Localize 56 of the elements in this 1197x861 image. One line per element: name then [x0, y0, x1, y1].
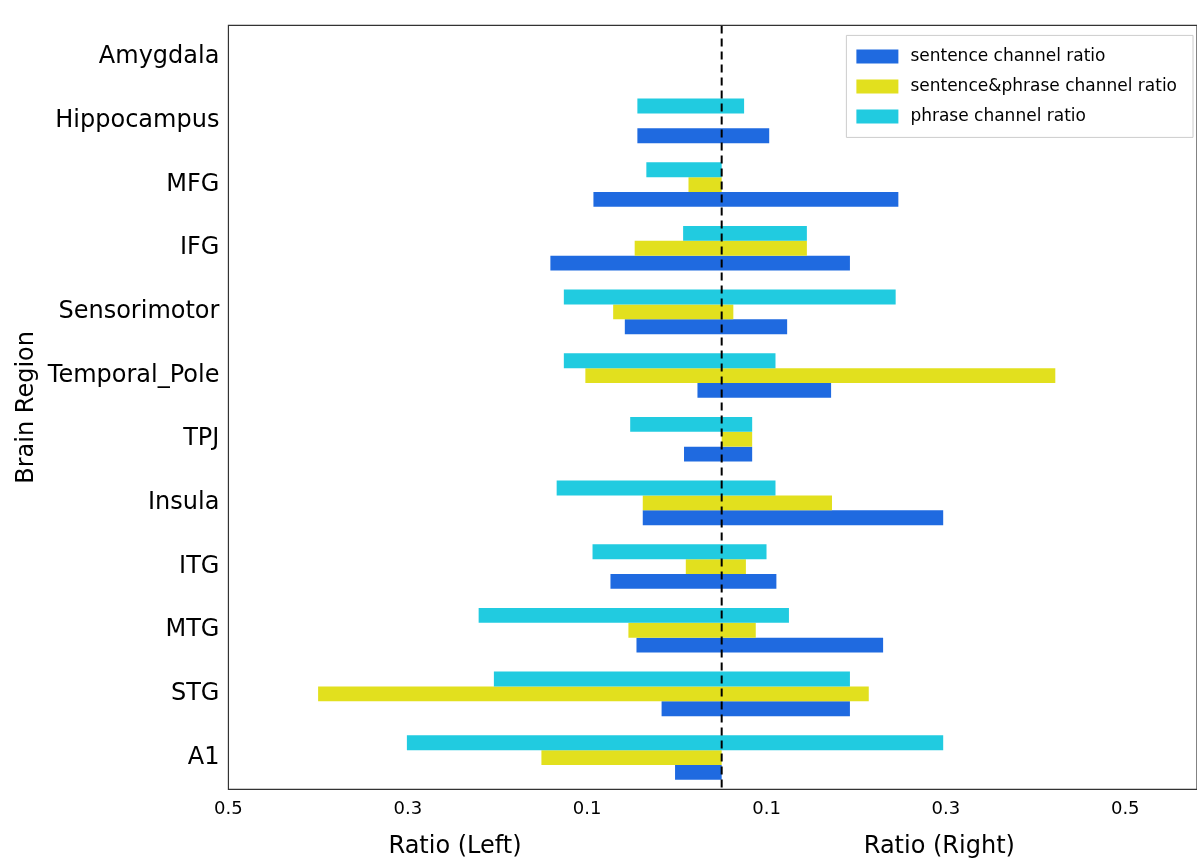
y-tick-label: TPJ [182, 423, 220, 452]
bar [563, 289, 896, 305]
y-tick-label: MTG [165, 614, 220, 643]
legend-label: sentence channel ratio [910, 44, 1106, 65]
legend-label: phrase channel ratio [910, 104, 1086, 125]
bar [592, 544, 767, 560]
bar [318, 686, 869, 702]
legend-label: sentence&phrase channel ratio [910, 74, 1178, 95]
y-tick-label: Insula [148, 487, 220, 516]
x-tick-label: 0.5 [214, 796, 243, 818]
bar [697, 382, 832, 398]
x-tick-label: 0.3 [393, 796, 423, 818]
y-tick-label: Hippocampus [55, 105, 220, 134]
bar [642, 495, 832, 511]
bar [636, 637, 884, 653]
bar [593, 191, 899, 207]
y-tick-label: STG [170, 678, 220, 707]
y-tick-label: Amygdala [98, 41, 220, 70]
bar [541, 750, 722, 765]
bar [685, 559, 746, 574]
x-tick-label: 0.1 [752, 796, 781, 818]
y-tick-label: ITG [179, 550, 220, 579]
bar [646, 162, 722, 178]
bar [721, 431, 753, 447]
bar [478, 607, 789, 623]
bar [563, 353, 776, 369]
x-tick-label: 0.1 [572, 796, 602, 818]
y-tick-label: Temporal_Pole [46, 359, 220, 388]
bar [624, 319, 788, 335]
y-tick-label: IFG [179, 232, 220, 261]
bar [493, 671, 850, 687]
bar [683, 225, 807, 241]
bar [613, 304, 734, 320]
bar [637, 98, 745, 114]
bar [556, 480, 776, 496]
bar [550, 255, 850, 271]
bar [406, 735, 944, 751]
bar [675, 764, 722, 780]
bar [661, 701, 850, 717]
bar [637, 128, 770, 144]
bar [634, 240, 807, 256]
text: Ratio (Left) [388, 831, 522, 860]
y-tick-label: A1 [187, 741, 220, 770]
bar [688, 177, 722, 192]
bar [610, 573, 777, 589]
x-tick-label: 0.5 [1110, 796, 1140, 818]
bar [585, 368, 1056, 383]
bar [628, 622, 756, 638]
bar [630, 416, 753, 432]
y-axis-title: Brain Region [10, 331, 39, 484]
text: Ratio (Right) [863, 831, 1015, 860]
y-tick-label: Sensorimotor [58, 296, 220, 325]
x-tick-label: 0.3 [931, 796, 961, 818]
bar [642, 510, 944, 526]
bar [684, 446, 753, 462]
y-tick-label: MFG [166, 168, 220, 197]
